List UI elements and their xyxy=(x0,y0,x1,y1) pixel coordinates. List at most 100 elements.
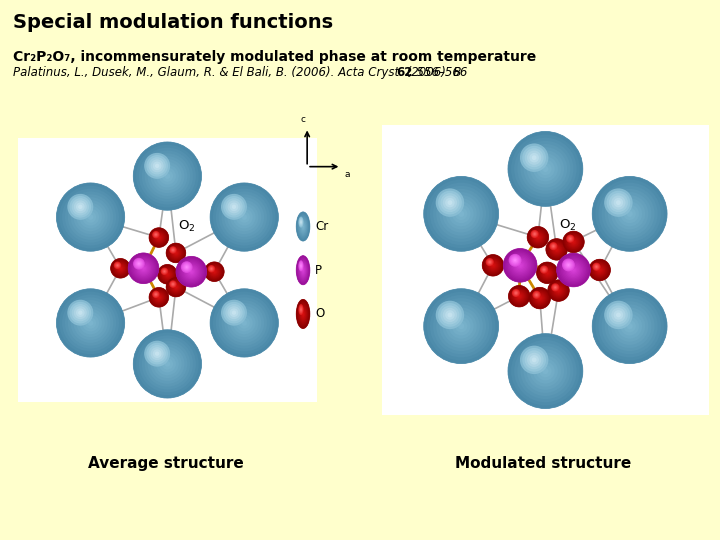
Circle shape xyxy=(520,346,549,374)
Circle shape xyxy=(531,290,548,306)
Circle shape xyxy=(458,211,464,217)
Circle shape xyxy=(297,301,310,327)
Circle shape xyxy=(538,296,541,300)
Circle shape xyxy=(299,217,307,236)
Circle shape xyxy=(238,211,250,223)
Circle shape xyxy=(606,191,630,214)
Circle shape xyxy=(506,251,534,279)
Circle shape xyxy=(490,262,497,269)
Circle shape xyxy=(56,289,125,357)
Circle shape xyxy=(149,287,168,307)
Circle shape xyxy=(206,264,222,280)
Circle shape xyxy=(608,192,652,235)
Circle shape xyxy=(300,219,307,234)
Circle shape xyxy=(142,338,193,389)
Circle shape xyxy=(56,183,125,251)
Circle shape xyxy=(568,237,572,241)
Circle shape xyxy=(158,265,177,284)
Circle shape xyxy=(170,247,181,259)
Circle shape xyxy=(594,264,599,269)
Circle shape xyxy=(556,248,557,251)
Circle shape xyxy=(233,312,256,334)
Circle shape xyxy=(73,306,108,340)
Circle shape xyxy=(150,230,167,246)
Circle shape xyxy=(595,179,664,248)
Circle shape xyxy=(443,308,457,322)
Circle shape xyxy=(572,241,575,243)
Circle shape xyxy=(602,298,658,354)
Circle shape xyxy=(153,350,181,378)
Circle shape xyxy=(611,195,649,233)
Circle shape xyxy=(436,301,464,329)
Circle shape xyxy=(565,234,582,250)
Circle shape xyxy=(219,192,270,242)
Circle shape xyxy=(490,262,495,268)
Circle shape xyxy=(155,233,163,241)
Circle shape xyxy=(174,251,179,255)
Circle shape xyxy=(150,228,168,247)
Circle shape xyxy=(525,350,544,369)
Circle shape xyxy=(300,264,306,276)
Circle shape xyxy=(556,288,561,293)
Circle shape xyxy=(76,309,105,337)
Circle shape xyxy=(160,267,175,282)
Text: 62: 62 xyxy=(396,66,413,79)
Circle shape xyxy=(534,292,539,298)
Circle shape xyxy=(216,188,273,246)
Circle shape xyxy=(302,313,304,315)
Circle shape xyxy=(225,198,243,215)
Circle shape xyxy=(169,246,182,260)
Circle shape xyxy=(163,269,166,273)
Circle shape xyxy=(162,268,173,280)
Circle shape xyxy=(300,221,302,223)
Circle shape xyxy=(302,267,305,274)
Circle shape xyxy=(594,265,605,275)
Circle shape xyxy=(613,198,623,207)
Circle shape xyxy=(182,263,200,281)
Circle shape xyxy=(621,317,639,335)
Circle shape xyxy=(153,292,158,297)
Circle shape xyxy=(442,307,480,345)
Circle shape xyxy=(531,230,545,245)
Circle shape xyxy=(117,265,118,266)
Circle shape xyxy=(552,244,562,255)
Circle shape xyxy=(557,253,590,287)
Circle shape xyxy=(170,247,176,253)
Circle shape xyxy=(513,258,517,262)
Circle shape xyxy=(158,265,176,284)
Circle shape xyxy=(513,258,527,272)
Circle shape xyxy=(571,267,576,273)
Circle shape xyxy=(222,194,267,240)
Circle shape xyxy=(111,259,130,278)
Circle shape xyxy=(180,260,203,284)
Circle shape xyxy=(219,298,270,348)
Circle shape xyxy=(185,265,198,278)
Circle shape xyxy=(153,349,161,358)
Circle shape xyxy=(145,341,190,387)
Circle shape xyxy=(527,226,549,248)
Circle shape xyxy=(595,265,598,268)
Circle shape xyxy=(565,261,582,279)
Circle shape xyxy=(486,258,500,273)
Circle shape xyxy=(212,269,217,274)
Circle shape xyxy=(511,288,527,304)
Circle shape xyxy=(536,362,555,381)
Circle shape xyxy=(531,289,549,307)
Circle shape xyxy=(72,304,89,321)
Circle shape xyxy=(128,253,159,284)
Circle shape xyxy=(565,262,572,268)
Circle shape xyxy=(617,201,642,226)
Circle shape xyxy=(235,314,253,332)
Circle shape xyxy=(228,200,240,213)
Circle shape xyxy=(541,266,547,273)
Circle shape xyxy=(216,294,273,352)
Circle shape xyxy=(150,289,167,306)
Circle shape xyxy=(172,283,174,285)
Circle shape xyxy=(184,264,199,279)
Circle shape xyxy=(563,231,584,253)
Circle shape xyxy=(171,282,176,287)
Circle shape xyxy=(530,229,546,245)
Circle shape xyxy=(543,268,552,278)
Circle shape xyxy=(161,268,168,274)
Circle shape xyxy=(534,233,542,242)
